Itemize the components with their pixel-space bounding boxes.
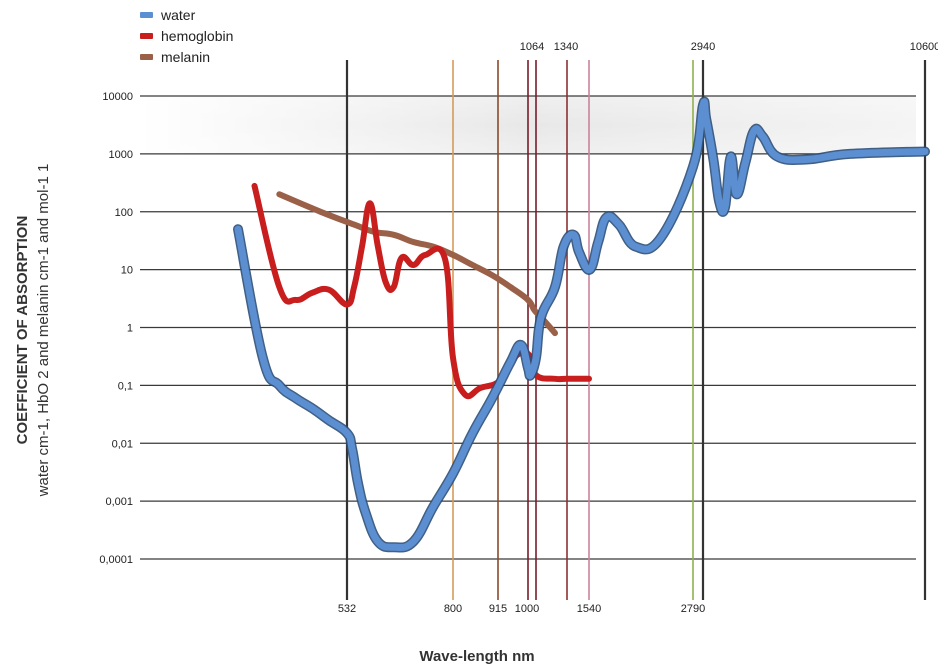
y-tick-label: 0,1: [118, 380, 133, 392]
y-tick-label: 10: [121, 265, 133, 277]
legend-label-water: water: [160, 7, 196, 23]
bottom-tick-labels: 532 800 915 1000 1540 2790: [338, 603, 705, 615]
bottom-tick-label: 2790: [681, 603, 705, 615]
y-axis-title-main: COEFFICIENT OF ABSORPTION: [14, 216, 31, 445]
legend: water hemoglobin melanin: [140, 7, 233, 65]
water-curve: [234, 98, 929, 552]
y-tick-label: 1000: [109, 149, 133, 161]
melanin-curve: [276, 191, 558, 337]
legend-swatch-water: [140, 12, 153, 18]
y-tick-labels: 10000 1000 100 10 1 0,1 0,01 0,001 0,0001: [99, 91, 133, 566]
bottom-tick-label: 915: [489, 603, 507, 615]
legend-label-hemoglobin: hemoglobin: [161, 28, 233, 44]
water-curve-outline: [233, 96, 930, 553]
y-tick-label: 0,001: [105, 496, 133, 508]
top-tick-label: 1064: [520, 41, 544, 53]
bottom-tick-label: 532: [338, 603, 356, 615]
top-tick-labels: 1064 1340 2940 10600: [520, 41, 938, 53]
top-tick-label: 1340: [554, 41, 578, 53]
y-tick-label: 100: [115, 207, 133, 219]
y-tick-label: 0,0001: [99, 554, 133, 566]
top-tick-label: 10600: [910, 41, 938, 53]
bottom-tick-label: 1000: [515, 603, 539, 615]
y-tick-label: 0,01: [112, 438, 133, 450]
legend-swatch-melanin: [140, 54, 153, 60]
y-tick-label: 1: [127, 323, 133, 335]
bottom-tick-label: 800: [444, 603, 462, 615]
x-axis-title: Wave-length nm: [419, 648, 534, 665]
series-layer: [233, 96, 930, 553]
y-tick-label: 10000: [102, 91, 133, 103]
bottom-tick-label: 1540: [577, 603, 601, 615]
top-tick-label: 2940: [691, 41, 715, 53]
legend-label-melanin: melanin: [161, 49, 210, 65]
legend-swatch-hemoglobin: [140, 33, 153, 39]
y-axis-title-sub: water cm-1, HbO 2 and melanin cm-1 and m…: [35, 164, 52, 498]
